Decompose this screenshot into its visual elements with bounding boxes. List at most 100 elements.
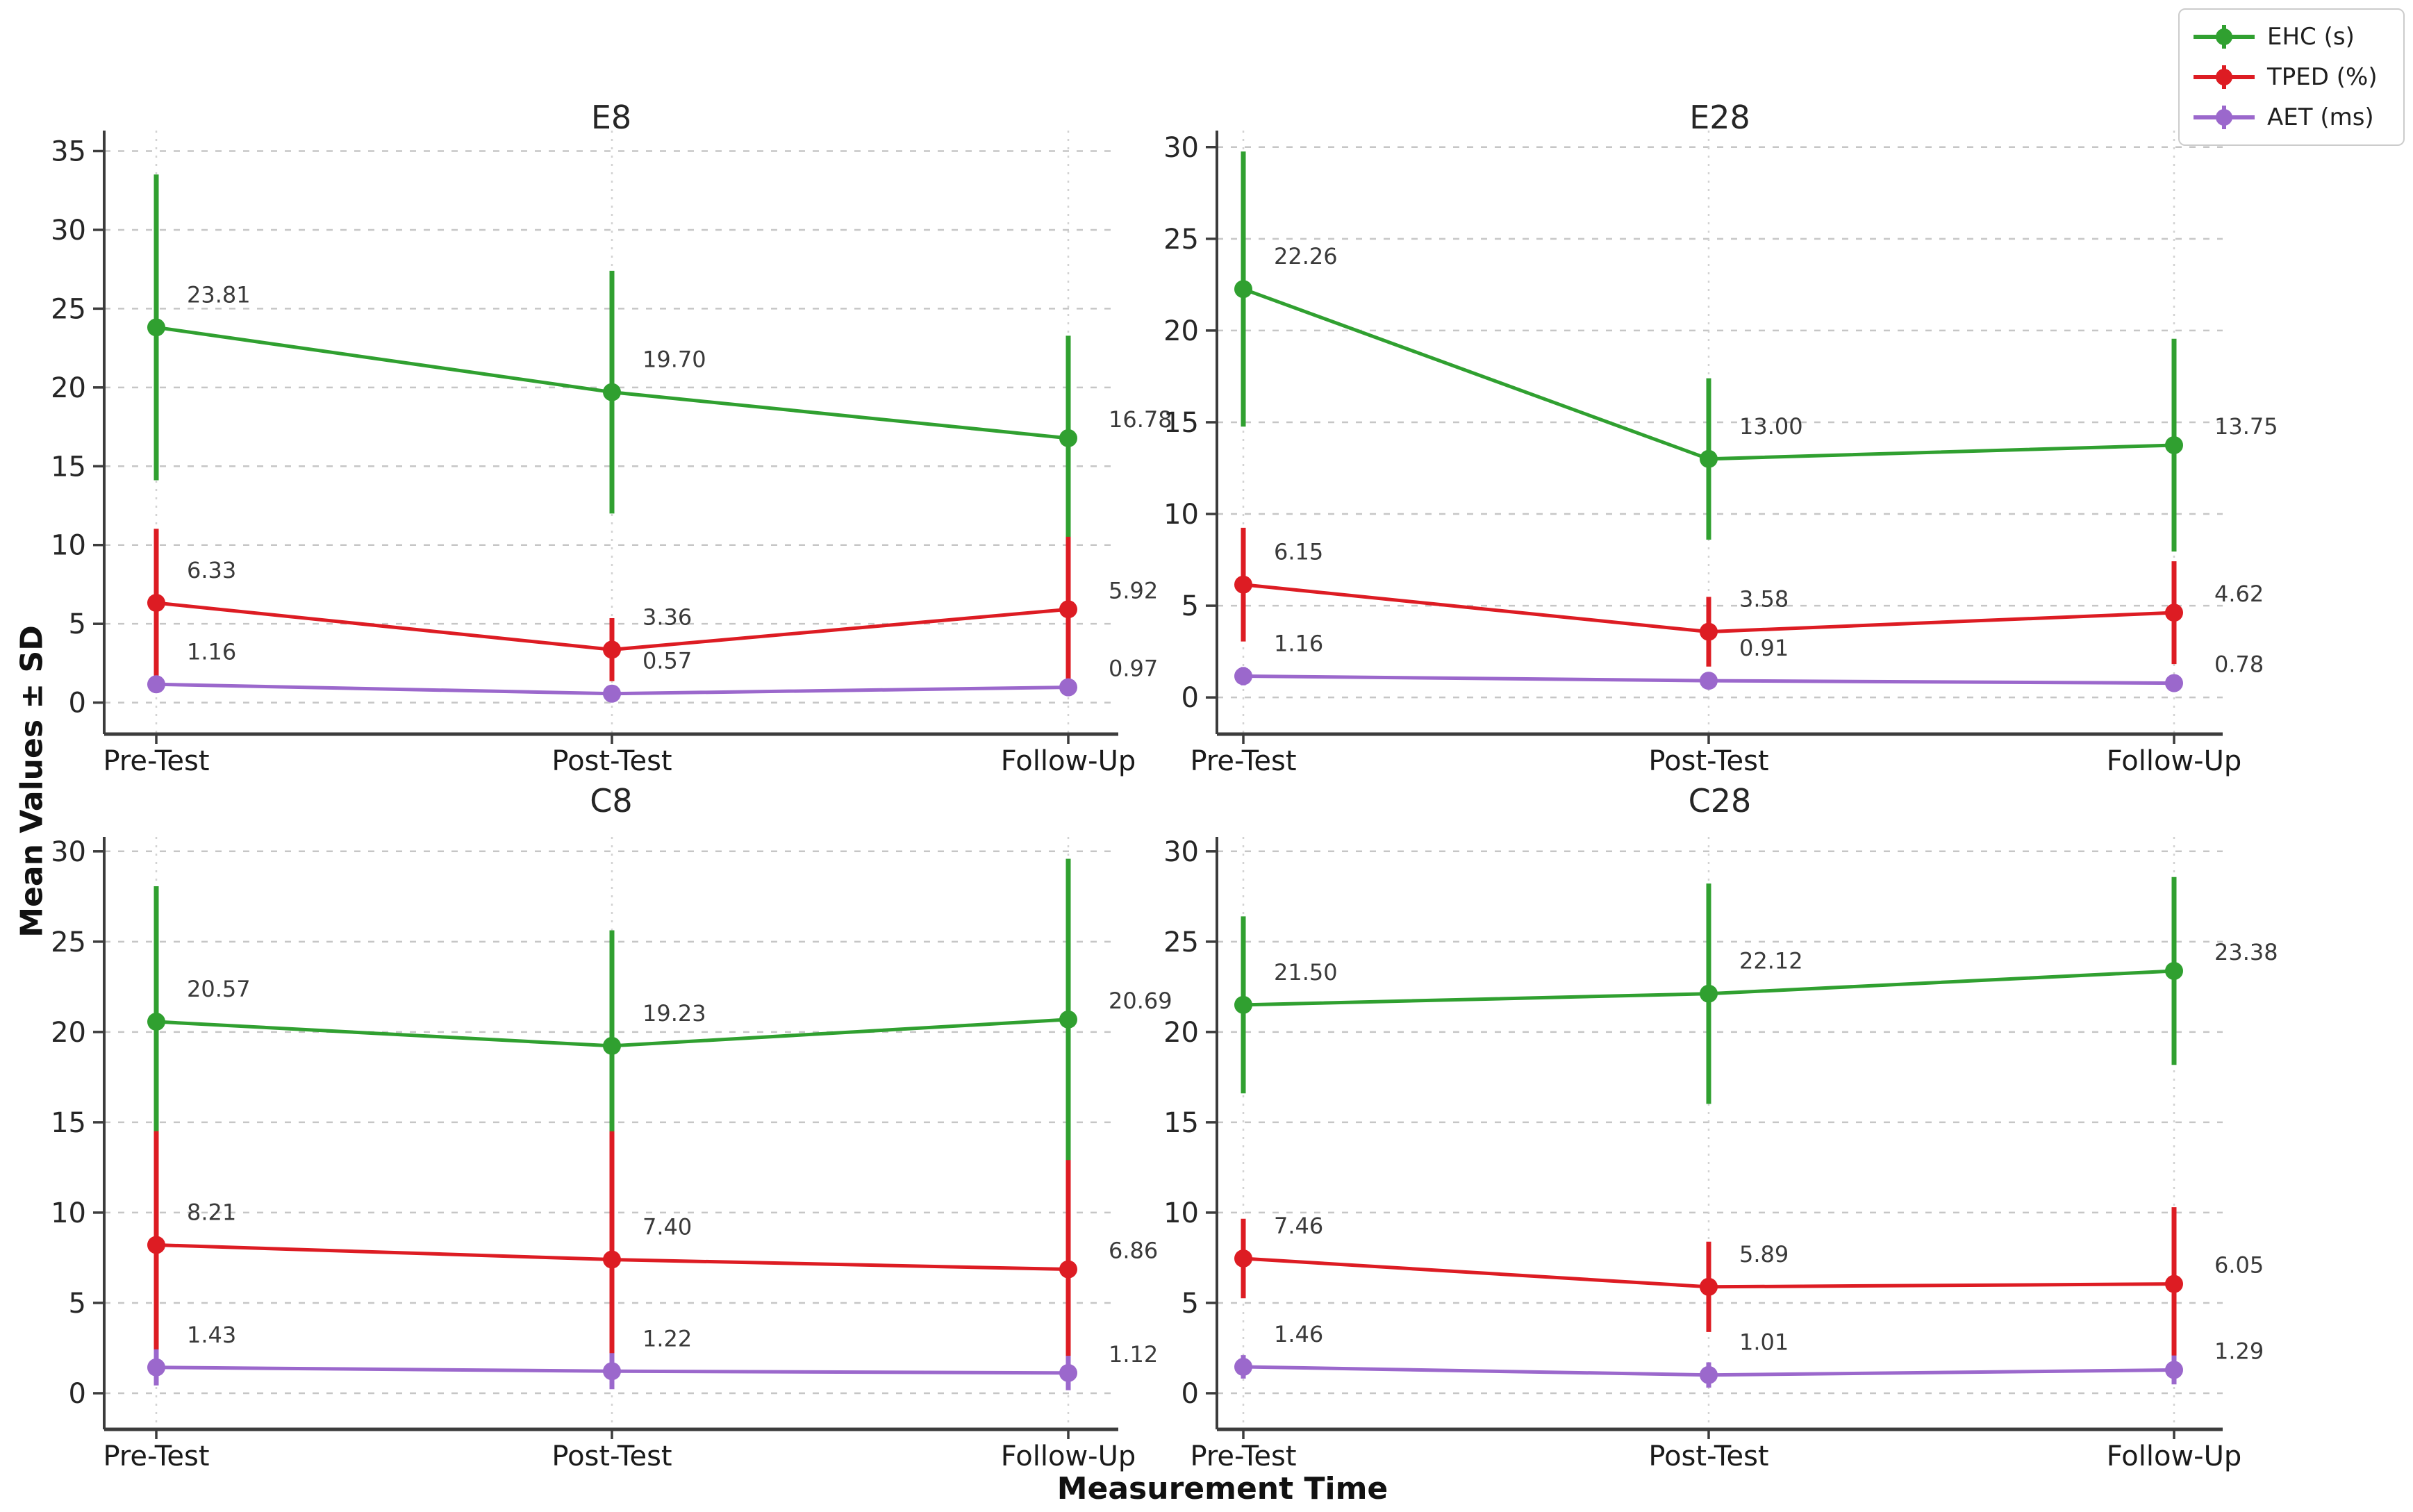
data-label: 22.26 (1274, 243, 1338, 269)
y-tick-label: 15 (51, 451, 86, 483)
data-label: 6.86 (1109, 1238, 1158, 1264)
legend-label: EHC (s) (2267, 23, 2355, 51)
y-tick-label: 5 (69, 608, 86, 640)
y-tick-label: 30 (51, 215, 86, 247)
y-tick-label: 0 (69, 688, 86, 720)
x-axis-label: Measurement Time (1056, 1471, 1388, 1506)
data-label: 13.00 (1739, 413, 1803, 440)
data-point (2165, 604, 2183, 622)
series-tped: 6.33 3.36 5.92 (147, 529, 1158, 682)
data-point (1234, 575, 1252, 594)
data-label: 4.62 (2214, 581, 2264, 607)
data-label: 1.16 (1274, 631, 1323, 657)
panel-c28: 0 5 10 15 20 25 30 Pre-Test Post-Test Follow-Up 21… (1163, 836, 2278, 1472)
data-point (1234, 280, 1252, 299)
legend-item: AET (ms) (2191, 100, 2392, 135)
data-label: 6.15 (1274, 539, 1323, 565)
data-point (2165, 1361, 2183, 1379)
panel-c8: 0 5 10 15 20 25 30 Pre-Test Post-Test Follow-Up 20… (51, 836, 1172, 1472)
series-tped: 6.15 3.58 4.62 (1234, 527, 2264, 667)
y-tick-label: 25 (51, 927, 86, 958)
series-tped: 7.46 5.89 6.05 (1234, 1207, 2264, 1361)
data-point (603, 1036, 621, 1055)
legend-label: TPED (%) (2267, 63, 2378, 91)
series-aet: 1.46 1.01 1.29 (1234, 1321, 2264, 1388)
series-tped: 8.21 7.40 6.86 (147, 1131, 1158, 1388)
y-tick-label: 25 (1163, 224, 1199, 256)
data-label: 19.70 (642, 347, 706, 373)
data-point (1234, 1358, 1252, 1377)
x-tick-label: Post-Test (552, 1440, 672, 1472)
data-point (1059, 600, 1077, 619)
data-point (2165, 961, 2183, 980)
data-point (1700, 984, 1718, 1003)
series-aet: 1.16 0.57 0.97 (147, 638, 1158, 703)
data-point (1700, 449, 1718, 468)
series-ehc: 22.26 13.00 13.75 (1234, 151, 2278, 552)
data-label: 1.12 (1109, 1341, 1158, 1368)
x-tick-label: Follow-Up (2107, 745, 2242, 777)
data-label: 1.29 (2214, 1338, 2264, 1364)
y-tick-label: 10 (1163, 1197, 1199, 1229)
data-point (1059, 678, 1077, 697)
data-point (1234, 1249, 1252, 1268)
legend-item: EHC (s) (2191, 19, 2392, 54)
panel-title-c8: C8 (590, 782, 633, 820)
y-tick-label: 10 (1163, 499, 1199, 531)
y-tick-label: 25 (51, 293, 86, 325)
panel-title-e8: E8 (590, 99, 632, 136)
data-point (2165, 674, 2183, 692)
data-label: 0.78 (2214, 651, 2264, 678)
data-point (603, 383, 621, 401)
series-aet: 1.16 0.91 0.78 (1234, 631, 2264, 692)
errorbar-marker-icon (2194, 65, 2255, 89)
series-ehc: 20.57 19.23 20.69 (147, 858, 1172, 1181)
data-point (603, 640, 621, 659)
data-label: 6.05 (2214, 1252, 2264, 1279)
y-tick-label: 15 (1163, 1107, 1199, 1139)
series-ehc: 21.50 22.12 23.38 (1234, 877, 2278, 1104)
data-label: 8.21 (187, 1199, 236, 1225)
data-point (147, 593, 165, 612)
y-tick-label: 15 (51, 1107, 86, 1139)
data-label: 7.46 (1274, 1213, 1323, 1239)
data-point (1234, 667, 1252, 686)
data-point (603, 684, 621, 703)
y-tick-label: 0 (1181, 682, 1199, 714)
y-tick-label: 5 (1181, 1288, 1199, 1320)
data-label: 0.97 (1109, 656, 1158, 682)
x-tick-label: Pre-Test (1190, 745, 1296, 777)
data-point (1700, 1365, 1718, 1384)
y-tick-label: 30 (1163, 132, 1199, 164)
data-label: 1.16 (187, 638, 236, 665)
legend-item: TPED (%) (2191, 60, 2392, 94)
y-tick-label: 20 (1163, 1017, 1199, 1049)
errorbar-marker-icon (2194, 25, 2255, 49)
x-tick-label: Pre-Test (1190, 1440, 1296, 1472)
data-point (1700, 672, 1718, 690)
data-point (147, 1236, 165, 1254)
y-tick-label: 20 (51, 372, 86, 404)
data-label: 5.92 (1109, 577, 1158, 604)
data-label: 7.40 (642, 1214, 692, 1240)
errorbar-marker-icon (2194, 106, 2255, 129)
data-point (1234, 995, 1252, 1014)
y-tick-label: 10 (51, 1197, 86, 1229)
data-point (147, 318, 165, 337)
y-axis-label: Mean Values ± SD (14, 625, 50, 938)
y-tick-label: 10 (51, 530, 86, 562)
data-label: 16.78 (1109, 406, 1172, 433)
y-tick-label: 5 (69, 1288, 86, 1320)
data-label: 20.57 (187, 976, 251, 1002)
data-label: 23.38 (2214, 939, 2278, 965)
data-label: 1.43 (187, 1322, 236, 1348)
data-label: 1.22 (642, 1325, 692, 1352)
panel-e28: 0 5 10 15 20 25 30 Pre-Test Post-Test Follow-Up 22… (1163, 131, 2278, 777)
y-tick-label: 0 (1181, 1378, 1199, 1410)
y-tick-label: 0 (69, 1378, 86, 1410)
data-point (1700, 622, 1718, 641)
x-tick-label: Post-Test (1648, 1440, 1768, 1472)
data-point (1700, 1277, 1718, 1296)
